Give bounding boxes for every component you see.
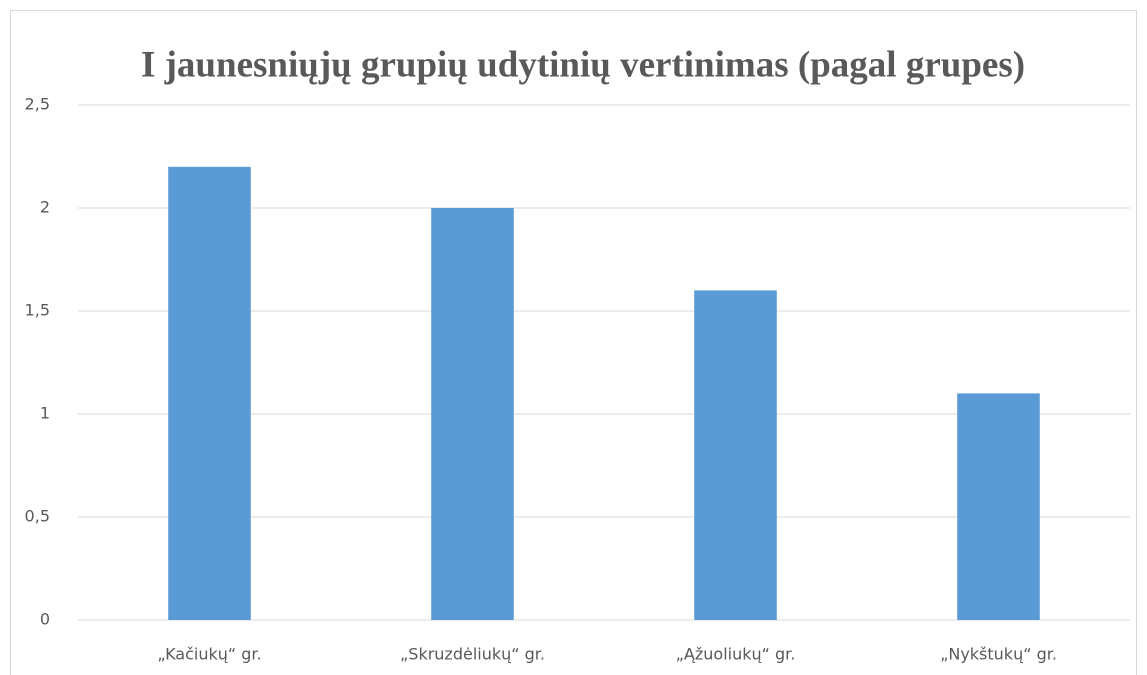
y-tick-label: 1 [40, 404, 50, 423]
y-tick-label: 1,5 [25, 301, 50, 320]
x-tick-label: „Ąžuoliukų“ gr. [676, 645, 796, 664]
y-tick-label: 2 [40, 198, 50, 217]
bar [694, 290, 777, 620]
y-tick-label: 0 [40, 610, 50, 629]
chart-title: I jaunesniųjų grupių udytinių vertinimas… [141, 44, 1025, 85]
bar [957, 393, 1040, 620]
y-tick-label: 2,5 [25, 95, 50, 114]
y-tick-label: 0,5 [25, 507, 50, 526]
bar [168, 166, 251, 621]
bar [431, 208, 514, 620]
x-tick-label: „Nykštukų“ gr. [940, 645, 1057, 664]
x-tick-label: „Kačiukų“ gr. [157, 645, 261, 664]
x-tick-label: „Skruzdėliukų“ gr. [400, 645, 545, 664]
